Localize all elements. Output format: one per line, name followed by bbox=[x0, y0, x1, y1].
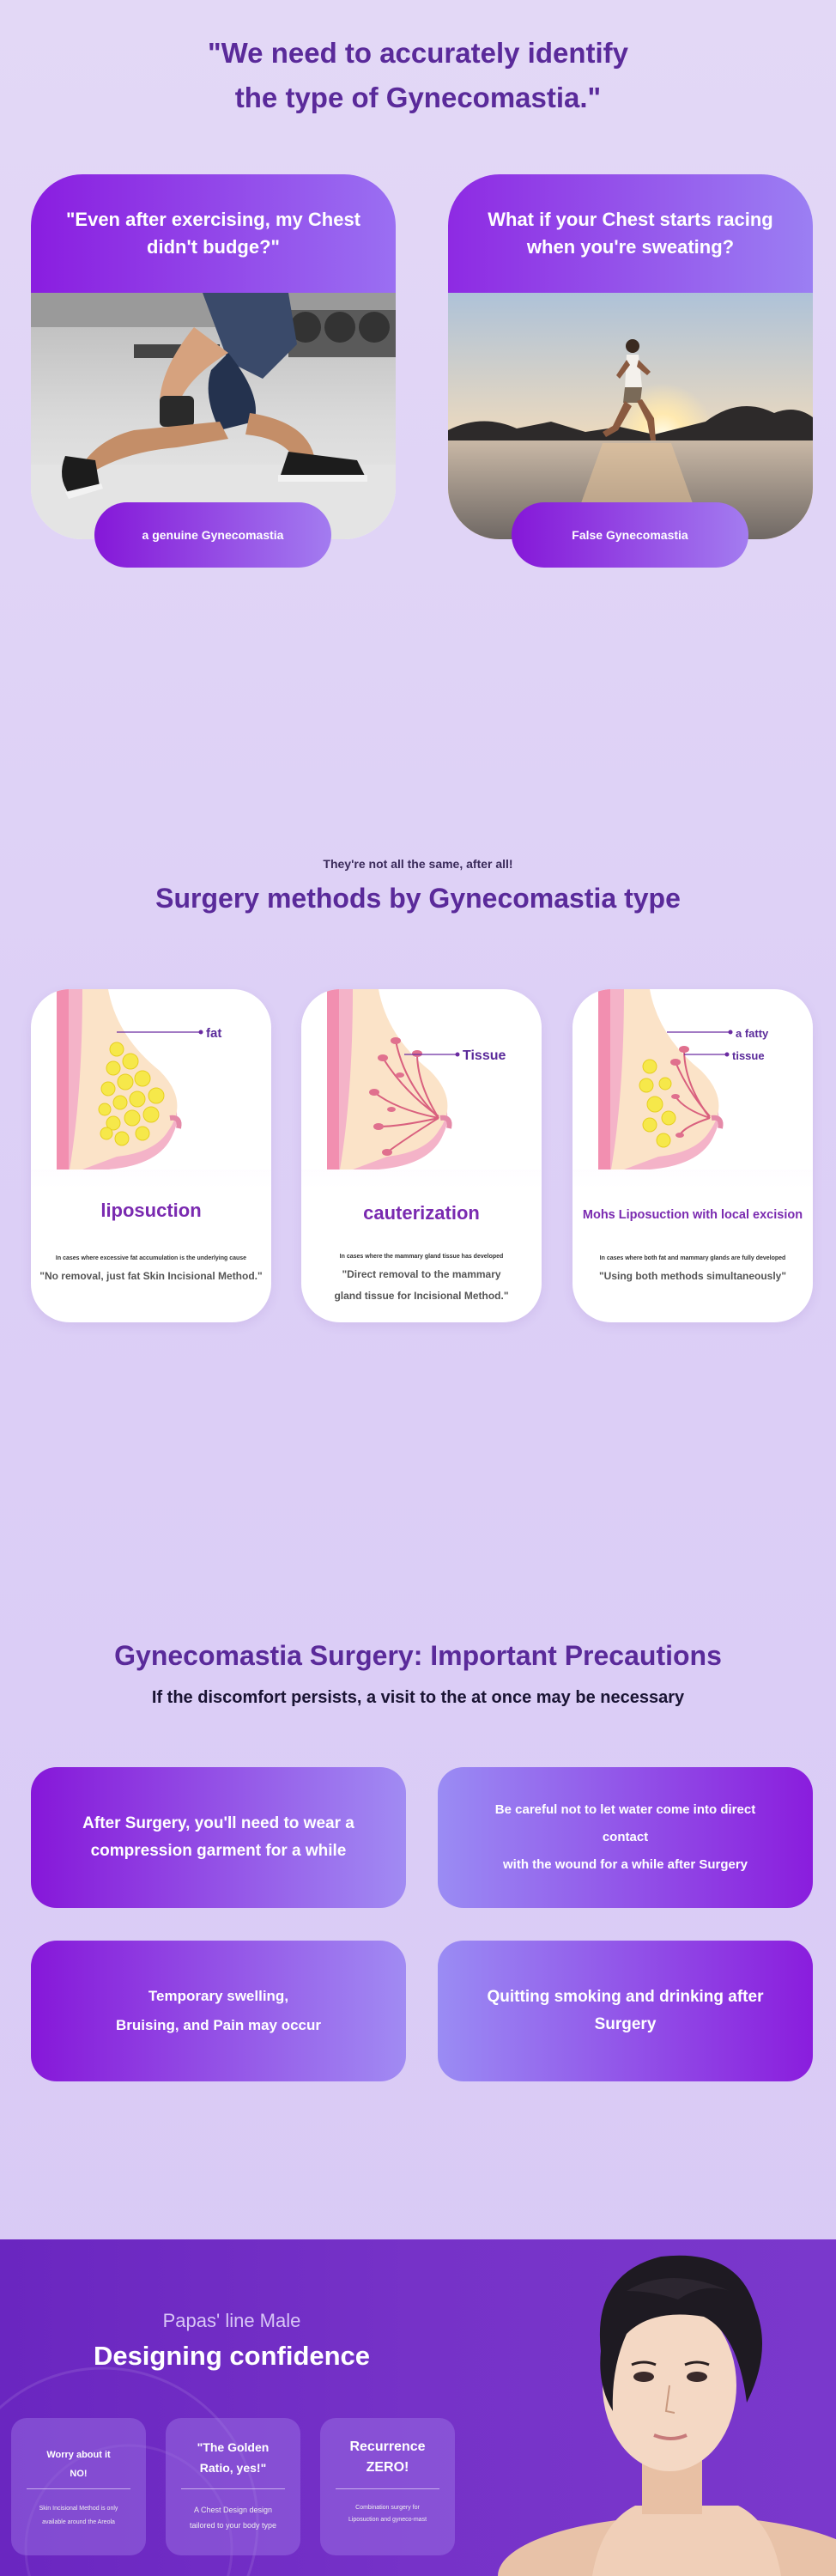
method-title: liposuction bbox=[100, 1200, 202, 1221]
identify-title: "We need to accurately identify the type… bbox=[207, 37, 628, 113]
method-title: Mohs Liposuction with local excision bbox=[582, 1208, 803, 1222]
sweating-question: What if your Chest starts racing when yo… bbox=[448, 174, 813, 293]
method-note: In cases where the mammary gland tissue … bbox=[339, 1254, 504, 1260]
precaution-water-contact: Be careful not to let water come into di… bbox=[438, 1767, 813, 1908]
fat-breast-illustration: fat bbox=[31, 989, 271, 1170]
exercise-question: "Even after exercising, my Chest didn't … bbox=[31, 174, 396, 293]
mixed-breast-illustration: a fatty tissue bbox=[572, 989, 813, 1170]
sunset-runner-photo bbox=[448, 293, 813, 539]
precautions-title: Gynecomastia Surgery: Important Precauti… bbox=[114, 1640, 722, 1671]
method-card-cauterization: Tissue cauterization In cases where the … bbox=[301, 989, 542, 1322]
method-note: In cases where both fat and mammary glan… bbox=[599, 1255, 786, 1261]
method-note: In cases where excessive fat accumulatio… bbox=[55, 1255, 247, 1261]
benefit-card-golden-ratio: "The Golden Ratio, yes!" A Chest Design … bbox=[166, 2418, 300, 2555]
genuine-gynecomastia-pill[interactable]: a genuine Gynecomastia bbox=[94, 502, 331, 568]
method-quote: "Using both methods simultaneously" bbox=[598, 1270, 787, 1282]
methods-title: Surgery methods by Gynecomastia type bbox=[155, 883, 681, 914]
fatty-label: a fatty bbox=[736, 1027, 769, 1040]
method-card-liposuction: fat liposuction In cases where excessive… bbox=[31, 989, 271, 1322]
false-gynecomastia-pill[interactable]: False Gynecomastia bbox=[512, 502, 748, 568]
method-quote: "No removal, just fat Skin Incisional Me… bbox=[39, 1270, 263, 1282]
precaution-quit-smoking: Quitting smoking and drinking after Surg… bbox=[438, 1941, 813, 2081]
tissue-label: Tissue bbox=[463, 1048, 506, 1063]
fat-label: fat bbox=[206, 1026, 221, 1041]
banner-subtitle: Papas' line Male bbox=[162, 2310, 301, 2331]
method-card-mohs: a fatty tissue Mohs Liposuction with loc… bbox=[572, 989, 813, 1322]
male-model-portrait bbox=[498, 2255, 836, 2576]
precaution-swelling: Temporary swelling, Bruising, and Pain m… bbox=[31, 1941, 406, 2081]
methods-subtitle: They're not all the same, after all! bbox=[323, 857, 513, 871]
tissue-label: tissue bbox=[732, 1049, 765, 1062]
confidence-banner: Papas' line Male Designing confidence Wo… bbox=[0, 2239, 836, 2576]
method-quote: "Direct removal to the mammary gland tis… bbox=[334, 1268, 509, 1302]
banner-title: Designing confidence bbox=[93, 2341, 371, 2371]
precaution-compression-garment: After Surgery, you'll need to wear a com… bbox=[31, 1767, 406, 1908]
sweating-card: What if your Chest starts racing when yo… bbox=[448, 174, 813, 539]
banner-decoration bbox=[0, 2255, 836, 2576]
method-title: cauterization bbox=[363, 1202, 480, 1224]
exercise-card: "Even after exercising, my Chest didn't … bbox=[31, 174, 396, 539]
benefit-card-recurrence: Recurrence ZERO! Combination surgery for… bbox=[320, 2418, 455, 2555]
benefit-card-worry: Worry about it NO! Skin Incisional Metho… bbox=[11, 2418, 146, 2555]
precautions-subtitle: If the discomfort persists, a visit to t… bbox=[151, 1688, 685, 1707]
tissue-breast-illustration: Tissue bbox=[301, 989, 542, 1170]
